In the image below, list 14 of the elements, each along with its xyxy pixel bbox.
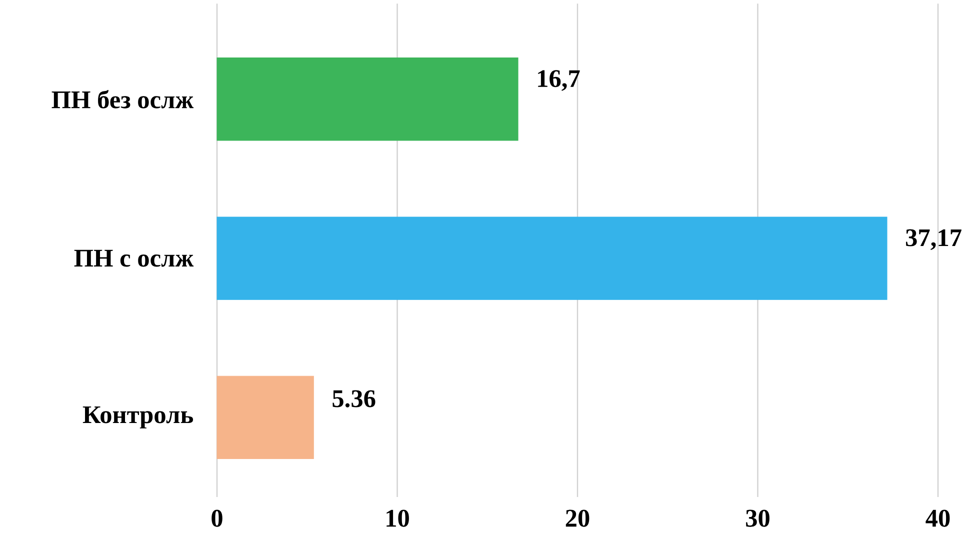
x-tick-label: 40 [926, 510, 950, 527]
bar [216, 58, 518, 141]
bar [216, 376, 314, 460]
x-tick-label: 20 [566, 510, 590, 527]
y-tick-label: Контроль [82, 406, 194, 428]
y-tick-label: ПН без ослж [52, 90, 194, 108]
x-tick-label: 30 [746, 510, 770, 527]
y-tick-label: ПН с ослж [74, 250, 194, 267]
bar [216, 216, 888, 300]
x-tick-label: 0 [212, 510, 222, 527]
x-tick-label: 10 [386, 510, 409, 527]
data-label: 37,17 [906, 229, 962, 250]
data-label: 5.36 [332, 390, 376, 408]
data-label: 16,7 [538, 70, 580, 91]
